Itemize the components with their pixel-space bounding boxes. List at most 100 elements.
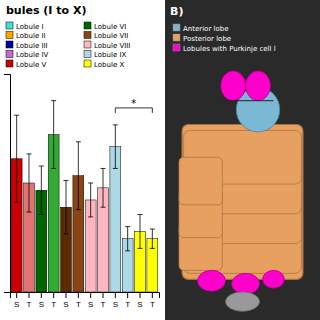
x-tick-mark (65, 292, 66, 298)
y-axis (4, 75, 11, 293)
x-tick-mark (115, 292, 116, 298)
x-tick-label: T (150, 300, 155, 309)
x-tick-label: T (51, 300, 56, 309)
x-tick-mark (140, 292, 141, 298)
divider (222, 100, 273, 101)
legend-label: Lobule X (94, 61, 124, 69)
legend-label: Lobule I (16, 23, 43, 31)
x-tick-label: S (39, 300, 44, 309)
error-bar-stem (16, 115, 17, 202)
legend-label: Anterior lobe (183, 25, 228, 33)
legend-label: Lobule IX (94, 51, 126, 59)
legend-item: Lobule V (6, 60, 46, 69)
x-tick-label: T (76, 300, 81, 309)
posterior-finger (179, 157, 222, 205)
x-axis: STSTSTSTSTST (11, 292, 160, 309)
legend-item: Lobule X (84, 60, 124, 69)
legend-label: Lobule IV (16, 51, 48, 59)
legend-item: Lobule II (6, 32, 46, 41)
legend-swatch (6, 60, 13, 67)
plot-area (11, 101, 158, 292)
legend-swatch (173, 44, 180, 51)
legend-item: Lobule VI (84, 22, 126, 31)
legend-item: Lobule VII (84, 32, 128, 41)
x-tick-mark (16, 292, 17, 298)
x-tick-mark (152, 292, 153, 298)
legend-item: Lobule I (6, 22, 43, 31)
legend-swatch (6, 41, 13, 48)
error-bar-cap (14, 202, 19, 203)
x-tick: T (27, 292, 32, 309)
error-bar (113, 125, 118, 169)
panel-label: B) (170, 5, 183, 18)
error-bar-cap (113, 168, 118, 169)
x-tick-mark (41, 292, 42, 298)
error-bar-stem (140, 214, 141, 248)
error-bar-stem (152, 229, 153, 248)
legend-item: Lobule III (6, 41, 48, 50)
error-bar-cap (39, 214, 44, 215)
lobule-top (246, 71, 271, 101)
y-axis-line (4, 75, 11, 293)
error-bar-stem (28, 154, 29, 212)
error-bar-cap (26, 153, 31, 154)
legend-swatch (84, 22, 91, 29)
error-bar (150, 229, 155, 248)
x-tick-label: T (125, 300, 130, 309)
x-tick-label: T (101, 300, 106, 309)
chart-title: bules (I to X) (6, 4, 86, 17)
error-bar (125, 227, 130, 251)
error-bar (76, 142, 81, 210)
legend-item: Lobule IV (6, 51, 48, 60)
x-tick-mark (53, 292, 54, 298)
panel-background (165, 0, 320, 320)
error-bar-cap (39, 166, 44, 167)
x-tick: S (137, 292, 142, 309)
legend: Lobule ILobule IILobule IIILobule IVLobu… (6, 22, 130, 69)
error-bar-cap (125, 250, 130, 251)
error-bar-stem (78, 142, 79, 210)
legend-swatch (84, 60, 91, 67)
legend-swatch (84, 41, 91, 48)
legend: Anterior lobePosterior lobeLobules with … (173, 24, 276, 53)
lobule-top (221, 71, 246, 101)
legend-label: Lobule VII (94, 32, 128, 40)
legend-item: Lobule IX (84, 51, 126, 60)
x-tick-label: S (88, 300, 93, 309)
x-tick-label: S (63, 300, 68, 309)
error-bar-stem (103, 168, 104, 207)
diagram-panel: B) Anterior lobePosterior lobeLobules wit… (165, 0, 320, 320)
illustration (179, 71, 303, 311)
legend-swatch (6, 32, 13, 39)
error-bar-cap (14, 115, 19, 116)
error-bar-cap (76, 209, 81, 210)
legend-swatch (173, 34, 180, 41)
error-bar (138, 214, 143, 248)
x-tick-mark (78, 292, 79, 298)
x-tick-label: S (113, 300, 118, 309)
x-tick: T (125, 292, 130, 309)
legend-swatch (84, 51, 91, 58)
error-bar-cap (138, 248, 143, 249)
x-tick: T (150, 292, 155, 309)
error-bar-stem (127, 227, 128, 251)
legend-label: Lobule VIII (94, 42, 130, 50)
error-bar-stem (115, 125, 116, 169)
annotation: * (131, 98, 136, 109)
x-tick-label: S (14, 300, 19, 309)
legend-swatch (84, 32, 91, 39)
x-tick: T (101, 292, 106, 309)
legend-swatch (6, 22, 13, 29)
error-bar (51, 101, 56, 169)
x-tick: S (88, 292, 93, 309)
error-bar (14, 115, 19, 202)
error-bar-cap (76, 141, 81, 142)
x-tick: S (14, 292, 19, 309)
x-tick-mark (28, 292, 29, 298)
error-bar-cap (88, 183, 93, 184)
error-bar-cap (150, 229, 155, 230)
error-bar (88, 183, 93, 217)
legend-label: Lobule II (16, 32, 46, 40)
error-bar-stem (53, 101, 54, 169)
error-bar (39, 166, 44, 214)
